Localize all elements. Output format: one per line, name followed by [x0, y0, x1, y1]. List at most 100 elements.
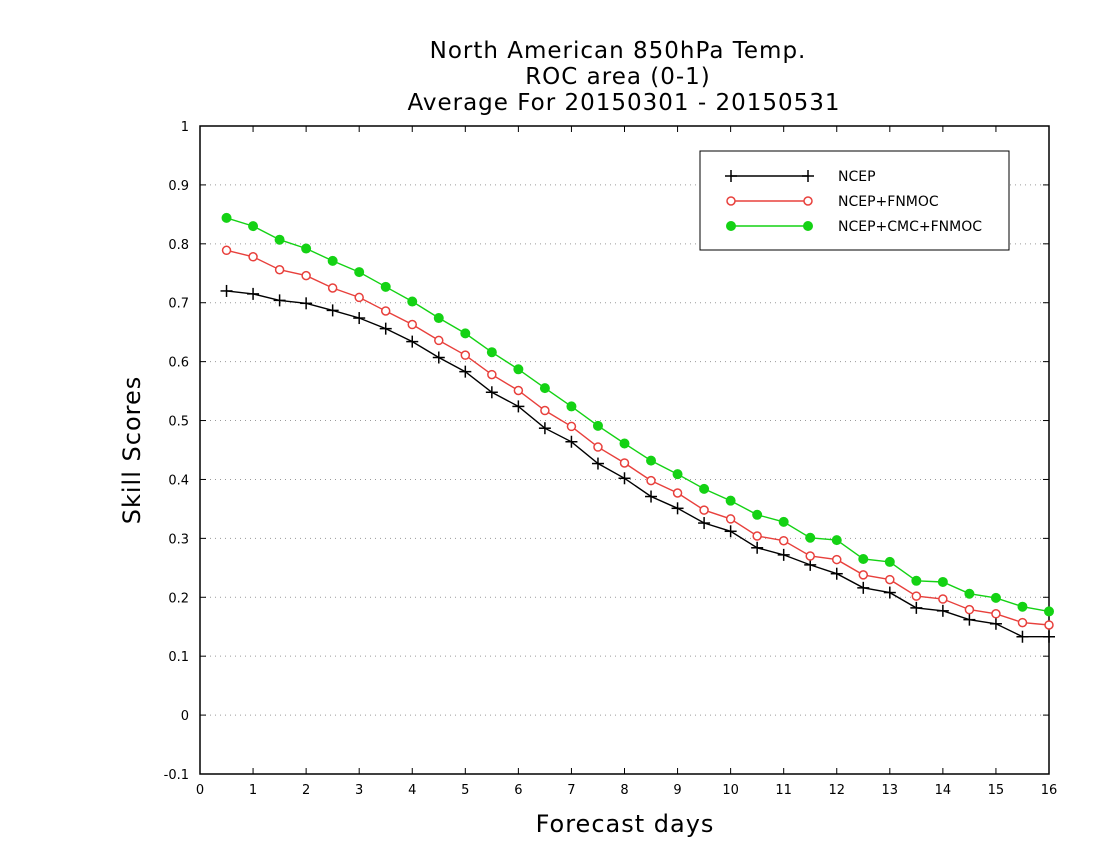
- data-point-ncep-cmc-fnmoc: [433, 313, 444, 324]
- y-tick-label: 0.6: [168, 356, 189, 371]
- data-point-ncep: [936, 604, 949, 617]
- data-point-ncep: [512, 400, 525, 413]
- data-point-ncep: [751, 541, 764, 554]
- data-point-ncep: [379, 322, 392, 335]
- y-tick-label: 0.7: [168, 297, 189, 312]
- data-point-ncep: [724, 525, 737, 538]
- series-group: [220, 212, 1055, 643]
- y-tick-label: 0: [181, 709, 189, 724]
- data-point-ncep: [671, 502, 684, 515]
- data-point-ncep: [326, 304, 339, 317]
- data-point-ncep-fnmoc: [964, 604, 975, 615]
- legend-marker: [726, 196, 736, 206]
- legend: NCEP NCEP+FNMOC NCEP+CMC+FNMOC: [699, 150, 1010, 251]
- data-point-ncep-cmc-fnmoc: [831, 535, 842, 546]
- chart-title-line-3: Average For 20150301 - 20150531: [407, 90, 840, 116]
- data-point-ncep-fnmoc: [778, 535, 789, 546]
- data-point-ncep-cmc-fnmoc: [937, 576, 948, 587]
- data-point-ncep-cmc-fnmoc: [566, 401, 577, 412]
- data-point-ncep-cmc-fnmoc: [513, 364, 524, 375]
- x-tick-label: 10: [722, 783, 739, 798]
- data-point-ncep-fnmoc: [885, 574, 895, 585]
- series-ncep: [220, 284, 1055, 643]
- x-tick-label: 5: [461, 783, 469, 798]
- data-point-ncep-cmc-fnmoc: [274, 234, 285, 245]
- data-point-ncep-fnmoc: [327, 283, 338, 293]
- x-axis-title: Forecast days: [536, 810, 715, 838]
- data-point-ncep-cmc-fnmoc: [327, 255, 338, 266]
- data-point-ncep: [220, 284, 233, 297]
- legend-marker: [726, 221, 736, 231]
- data-point-ncep-fnmoc: [354, 292, 364, 303]
- data-point-ncep: [777, 548, 790, 561]
- y-tick-label: 0.2: [168, 591, 189, 606]
- x-tick-label: 6: [514, 783, 522, 798]
- data-point-ncep-cmc-fnmoc: [725, 495, 736, 506]
- y-tick-label: 0.4: [168, 473, 189, 488]
- data-point-ncep: [963, 613, 976, 626]
- series-ncep-cmc-fnmoc: [221, 212, 1054, 617]
- data-point-ncep-cmc-fnmoc: [911, 575, 922, 586]
- data-point-ncep-fnmoc: [460, 350, 471, 360]
- data-point-ncep-cmc-fnmoc: [248, 221, 259, 232]
- axis-ticks: -0.100.10.20.30.40.50.60.70.80.910 1 2 3 4 5 6…: [164, 120, 1058, 798]
- data-point-ncep-fnmoc: [407, 319, 417, 330]
- data-point-ncep-cmc-fnmoc: [646, 455, 657, 466]
- data-point-ncep-fnmoc: [274, 264, 285, 275]
- data-point-ncep-cmc-fnmoc: [884, 556, 895, 567]
- data-point-ncep-cmc-fnmoc: [964, 588, 975, 599]
- x-tick-label: 13: [882, 783, 899, 798]
- x-tick-label: 11: [775, 783, 792, 798]
- y-tick-label: 0.9: [168, 179, 189, 194]
- data-point-ncep: [300, 297, 313, 310]
- data-point-ncep: [804, 558, 817, 571]
- data-point-ncep: [273, 294, 286, 307]
- data-point-ncep-cmc-fnmoc: [805, 532, 816, 543]
- series-line-ncep: [226, 290, 1049, 638]
- data-point-ncep-fnmoc: [911, 591, 922, 601]
- y-tick-label: 1: [181, 120, 189, 135]
- x-tick-label: 16: [1041, 783, 1058, 798]
- data-point-ncep-cmc-fnmoc: [301, 243, 312, 254]
- data-point-ncep-cmc-fnmoc: [858, 553, 869, 564]
- data-point-ncep: [485, 386, 498, 399]
- data-point-ncep-fnmoc: [487, 369, 497, 380]
- data-point-ncep-cmc-fnmoc: [672, 469, 683, 480]
- data-point-ncep: [1043, 630, 1055, 643]
- legend-marker: [802, 170, 814, 182]
- legend-marker: [803, 221, 813, 231]
- data-point-ncep-cmc-fnmoc: [699, 483, 710, 494]
- data-point-ncep: [353, 312, 366, 325]
- legend-label: NCEP+CMC+FNMOC: [838, 219, 982, 235]
- data-point-ncep-fnmoc: [858, 570, 869, 580]
- x-tick-label: 0: [196, 783, 204, 798]
- x-tick-label: 12: [828, 783, 845, 798]
- data-point-ncep-cmc-fnmoc: [407, 296, 418, 307]
- y-tick-label: 0.1: [168, 650, 189, 665]
- data-point-ncep-cmc-fnmoc: [778, 516, 789, 527]
- data-point-ncep: [698, 517, 711, 530]
- y-tick-label: -0.1: [164, 768, 189, 783]
- y-axis-title: Skill Scores: [118, 376, 146, 525]
- data-point-ncep: [591, 457, 604, 470]
- data-point-ncep: [538, 422, 551, 435]
- x-tick-label: 14: [935, 783, 952, 798]
- data-point-ncep-fnmoc: [699, 505, 709, 515]
- data-point-ncep-cmc-fnmoc: [486, 347, 497, 358]
- chart-title-line-2: ROC area (0-1): [525, 64, 711, 90]
- data-point-ncep: [830, 567, 843, 580]
- data-point-ncep-fnmoc: [938, 594, 948, 604]
- legend-entry-ncep-fnmoc: NCEP+FNMOC: [726, 194, 939, 210]
- y-tick-label: 0.5: [168, 415, 189, 430]
- data-point-ncep: [989, 617, 1002, 630]
- data-point-ncep-fnmoc: [380, 306, 391, 316]
- data-point-ncep-fnmoc: [619, 458, 630, 468]
- data-point-ncep: [618, 472, 631, 485]
- data-point-ncep-fnmoc: [540, 405, 550, 416]
- data-point-ncep: [910, 601, 923, 614]
- series-line-ncep-cmc-fnmoc: [226, 217, 1050, 613]
- data-point-ncep-cmc-fnmoc: [460, 328, 471, 339]
- data-point-ncep-fnmoc: [221, 245, 232, 256]
- data-point-ncep-cmc-fnmoc: [380, 281, 391, 292]
